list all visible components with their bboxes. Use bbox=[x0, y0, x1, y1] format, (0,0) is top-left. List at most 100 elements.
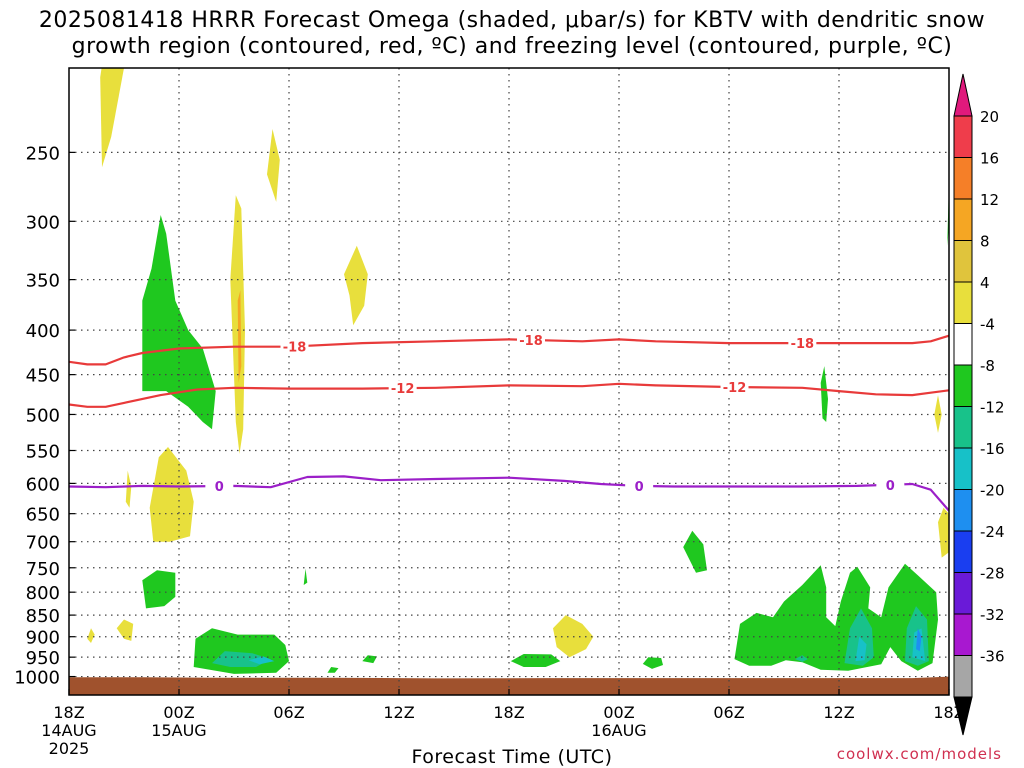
chart-title-line1: 2025081418 HRRR Forecast Omega (shaded, … bbox=[38, 8, 986, 33]
omega-region-downward-31 bbox=[934, 395, 942, 433]
y-tick-label-900: 900 bbox=[26, 628, 60, 649]
omega-region-upward-16 bbox=[916, 628, 922, 652]
contour-label-0: 0 bbox=[215, 480, 224, 495]
y-tick-label-1000: 1000 bbox=[14, 668, 60, 689]
omega-region-upward-9 bbox=[642, 657, 663, 669]
y-tick-label-350: 350 bbox=[26, 271, 60, 292]
contour-line-0 bbox=[69, 475, 949, 512]
x-tick-label: 06Z bbox=[273, 703, 304, 722]
site-credit[interactable]: coolwx.com/models bbox=[836, 745, 1002, 763]
x-tick-label: 12Z bbox=[823, 703, 854, 722]
contour-label-bg bbox=[388, 380, 417, 397]
colorbar-bin bbox=[953, 613, 973, 656]
colorbar-bin bbox=[953, 489, 973, 532]
x-axis-title: Forecast Time (UTC) bbox=[411, 746, 613, 768]
contour-label--12: -12 bbox=[723, 381, 747, 396]
colorbar-top-arrow bbox=[953, 73, 973, 117]
x-tick-label: 2025 bbox=[49, 739, 90, 758]
contour-label-bg bbox=[788, 335, 817, 352]
omega-region-downward-20 bbox=[100, 68, 124, 168]
x-tick-label: 18Z bbox=[53, 703, 84, 722]
colorbar-bin bbox=[953, 364, 973, 407]
x-tick-label: 14AUG bbox=[41, 721, 96, 740]
omega-region-upward-5 bbox=[327, 667, 339, 673]
omega-region-upward-11 bbox=[734, 563, 938, 671]
y-tick-label-950: 950 bbox=[26, 648, 60, 669]
y-tick-label-750: 750 bbox=[26, 559, 60, 580]
contour-label--18: -18 bbox=[791, 337, 815, 352]
colorbar-label-4: 4 bbox=[980, 274, 990, 292]
chart-title-line2: growth region (contoured, red, ºC) and f… bbox=[71, 34, 953, 59]
x-tick-label: 18Z bbox=[493, 703, 524, 722]
x-tick-label: 12Z bbox=[383, 703, 414, 722]
omega-region-downward-24 bbox=[344, 245, 368, 326]
y-tick-label-800: 800 bbox=[26, 583, 60, 604]
omega-region-upward-2 bbox=[193, 628, 289, 674]
colorbar-bin bbox=[953, 323, 973, 366]
omega-region-upward-7 bbox=[303, 568, 308, 585]
colorbar-bin bbox=[953, 406, 973, 449]
colorbar-bin bbox=[953, 157, 973, 200]
omega-region-downward-23 bbox=[237, 290, 242, 383]
colorbar-bin bbox=[953, 447, 973, 490]
colorbar-bin bbox=[953, 655, 973, 698]
colorbar-bin bbox=[953, 572, 973, 615]
y-tick-label-550: 550 bbox=[26, 442, 60, 463]
colorbar-label--36: -36 bbox=[980, 648, 1005, 666]
contour-label-bg bbox=[280, 338, 309, 355]
contour-label-bg bbox=[720, 379, 749, 396]
contour-label-0: 0 bbox=[886, 479, 895, 494]
omega-region-upward-17 bbox=[795, 655, 808, 662]
omega-region-downward-22 bbox=[230, 195, 245, 454]
contour-label-bg bbox=[517, 331, 545, 348]
omega-region-upward-13 bbox=[855, 636, 867, 662]
colorbar-label--24: -24 bbox=[980, 523, 1005, 541]
omega-region-upward-0 bbox=[142, 215, 216, 430]
y-tick-label-600: 600 bbox=[26, 474, 60, 495]
colorbar-label-16: 16 bbox=[980, 150, 999, 168]
colorbar-bin bbox=[953, 198, 973, 241]
omega-region-downward-26 bbox=[125, 470, 132, 508]
contour-label-bg bbox=[205, 478, 234, 495]
colorbar-label-8: 8 bbox=[980, 233, 990, 251]
y-tick-label-300: 300 bbox=[26, 212, 60, 233]
colorbar-bin bbox=[953, 240, 973, 283]
contour-label--12: -12 bbox=[391, 382, 415, 397]
omega-region-upward-18 bbox=[820, 366, 828, 422]
x-tick-label: 15AUG bbox=[151, 721, 206, 740]
omega-region-upward-4 bbox=[248, 656, 275, 665]
contour-label--18: -18 bbox=[283, 340, 307, 355]
colorbar-bin bbox=[953, 530, 973, 573]
y-tick-label-250: 250 bbox=[26, 143, 60, 164]
colorbar-label--16: -16 bbox=[980, 440, 1005, 458]
contour-label-bg bbox=[876, 476, 905, 493]
contour-line--12 bbox=[69, 382, 949, 408]
y-tick-label-400: 400 bbox=[26, 321, 60, 342]
x-tick-label: 00Z bbox=[603, 703, 634, 722]
colorbar-label--28: -28 bbox=[980, 565, 1005, 583]
x-tick-label: 00Z bbox=[163, 703, 194, 722]
omega-region-downward-30 bbox=[938, 507, 949, 558]
colorbar-label--12: -12 bbox=[980, 399, 1005, 417]
omega-region-upward-1 bbox=[142, 570, 176, 609]
colorbar-label--32: -32 bbox=[980, 606, 1005, 624]
x-tick-label: 06Z bbox=[713, 703, 744, 722]
colorbar-label-20: 20 bbox=[980, 108, 999, 126]
colorbar-label-12: 12 bbox=[980, 191, 999, 209]
colorbar-label--20: -20 bbox=[980, 482, 1005, 500]
y-tick-label-450: 450 bbox=[26, 366, 60, 387]
y-tick-label-500: 500 bbox=[26, 405, 60, 426]
colorbar-bottom-arrow bbox=[953, 696, 973, 736]
contour-label-0: 0 bbox=[635, 480, 644, 495]
omega-region-downward-27 bbox=[116, 619, 134, 641]
omega-region-downward-21 bbox=[267, 129, 280, 202]
omega-region-upward-3 bbox=[212, 651, 271, 667]
omega-region-downward-28 bbox=[87, 628, 95, 643]
y-tick-label-850: 850 bbox=[26, 606, 60, 627]
colorbar-bin bbox=[953, 115, 973, 158]
omega-region-upward-10 bbox=[683, 530, 707, 573]
contour-label-bg bbox=[625, 477, 654, 494]
colorbar-bin bbox=[953, 281, 973, 324]
y-tick-label-650: 650 bbox=[26, 505, 60, 526]
